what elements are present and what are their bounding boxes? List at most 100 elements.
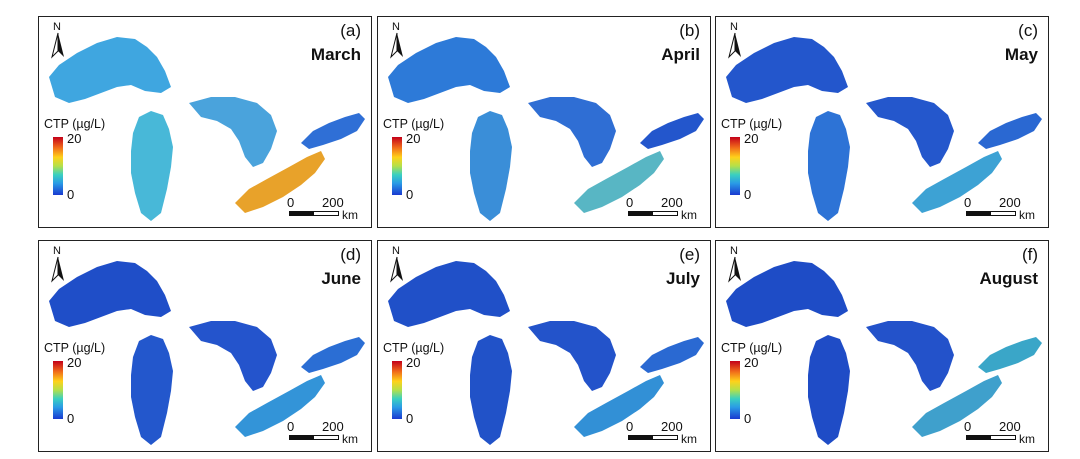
color-bar: [730, 137, 740, 195]
scale-bar: [966, 435, 1016, 440]
legend-min: 0: [67, 187, 75, 202]
north-label: N: [392, 245, 400, 257]
lake-erie: [574, 375, 664, 437]
legend-title: CTP (µg/L): [721, 341, 783, 355]
scale-bar: [628, 211, 678, 216]
legend-min: 0: [406, 411, 414, 426]
scale-zero: 0: [964, 195, 972, 210]
legend-title: CTP (µg/L): [383, 341, 445, 355]
arrow-icon: [728, 32, 741, 59]
scale-unit: km: [681, 208, 697, 222]
lake-erie: [235, 151, 325, 213]
lake-superior: [388, 261, 510, 327]
lakes-map: [726, 37, 1042, 221]
scale-distance: 200: [322, 419, 344, 434]
scale-distance: 200: [661, 419, 683, 434]
legend-min: 0: [67, 411, 75, 426]
panel-letter: (f): [1021, 245, 1038, 264]
lake-superior: [49, 37, 171, 103]
scale-bar: [289, 211, 339, 216]
color-bar: [730, 361, 740, 419]
panel-month: July: [665, 269, 700, 288]
north-label: N: [53, 21, 61, 33]
color-bar: [392, 137, 402, 195]
arrow-icon: [390, 256, 403, 283]
lakes-map: [388, 261, 704, 445]
map-panel: N (c) May CTP (µg/L) 20 0 0 200 km: [715, 16, 1049, 228]
color-bar: [392, 361, 402, 419]
legend-title: CTP (µg/L): [721, 117, 783, 131]
lake-huron: [189, 97, 277, 167]
arrow-icon: [390, 32, 403, 59]
lake-huron: [189, 321, 277, 391]
panel-month: May: [1004, 45, 1038, 64]
arrow-icon: [51, 256, 64, 283]
map-panel: N (f) August CTP (µg/L) 20 0 0 200 km: [715, 240, 1049, 452]
scale-bar: [966, 211, 1016, 216]
scale-unit: km: [681, 432, 697, 446]
lake-ontario: [640, 113, 704, 149]
arrow-icon: [51, 32, 64, 59]
scale-zero: 0: [964, 419, 972, 434]
panel-month: June: [321, 269, 361, 288]
legend-min: 0: [744, 187, 752, 202]
scale-bar: [289, 435, 339, 440]
lake-michigan: [470, 111, 512, 221]
scale-zero: 0: [626, 195, 634, 210]
panel-letter: (b): [679, 21, 700, 40]
legend-max: 20: [67, 131, 82, 146]
lake-huron: [528, 321, 616, 391]
panel-month: August: [979, 269, 1038, 288]
lake-ontario: [640, 337, 704, 373]
scale-zero: 0: [626, 419, 634, 434]
lake-superior: [388, 37, 510, 103]
legend-title: CTP (µg/L): [383, 117, 445, 131]
map-panel: N (d) June CTP (µg/L) 20 0 0 200 km: [38, 240, 372, 452]
north-arrow-icon: N: [726, 21, 744, 61]
legend-min: 0: [744, 411, 752, 426]
panel-letter: (a): [340, 21, 361, 40]
legend-title: CTP (µg/L): [44, 341, 106, 355]
scale-unit: km: [1019, 432, 1035, 446]
panel-month: March: [310, 45, 361, 64]
legend-max: 20: [744, 131, 759, 146]
arrow-icon: [728, 256, 741, 283]
north-label: N: [392, 21, 400, 33]
lake-erie: [912, 151, 1002, 213]
lake-michigan: [470, 335, 512, 445]
legend-max: 20: [67, 355, 82, 370]
north-arrow-icon: N: [49, 245, 67, 285]
lake-huron: [528, 97, 616, 167]
scale-unit: km: [1019, 208, 1035, 222]
lake-ontario: [301, 337, 365, 373]
scale-unit: km: [342, 208, 358, 222]
lake-michigan: [131, 335, 173, 445]
scale-distance: 200: [322, 195, 344, 210]
lake-ontario: [978, 337, 1042, 373]
lake-huron: [866, 97, 954, 167]
north-arrow-icon: N: [388, 21, 406, 61]
scale-distance: 200: [999, 195, 1021, 210]
north-label: N: [730, 21, 738, 33]
scale-distance: 200: [661, 195, 683, 210]
lake-huron: [866, 321, 954, 391]
north-arrow-icon: N: [49, 21, 67, 61]
lakes-map: [49, 37, 365, 221]
legend-max: 20: [406, 355, 421, 370]
lake-michigan: [808, 335, 850, 445]
lake-superior: [49, 261, 171, 327]
lakes-map: [388, 37, 704, 221]
lakes-map: [49, 261, 365, 445]
lake-erie: [574, 151, 664, 213]
legend-max: 20: [406, 131, 421, 146]
scale-unit: km: [342, 432, 358, 446]
lakes-map: [726, 261, 1042, 445]
lake-superior: [726, 261, 848, 327]
north-label: N: [53, 245, 61, 257]
lake-michigan: [808, 111, 850, 221]
legend-min: 0: [406, 187, 414, 202]
panel-letter: (c): [1018, 21, 1038, 40]
north-label: N: [730, 245, 738, 257]
map-panel: N (a) March CTP (µg/L) 20 0 0 200 km: [38, 16, 372, 228]
lake-erie: [912, 375, 1002, 437]
